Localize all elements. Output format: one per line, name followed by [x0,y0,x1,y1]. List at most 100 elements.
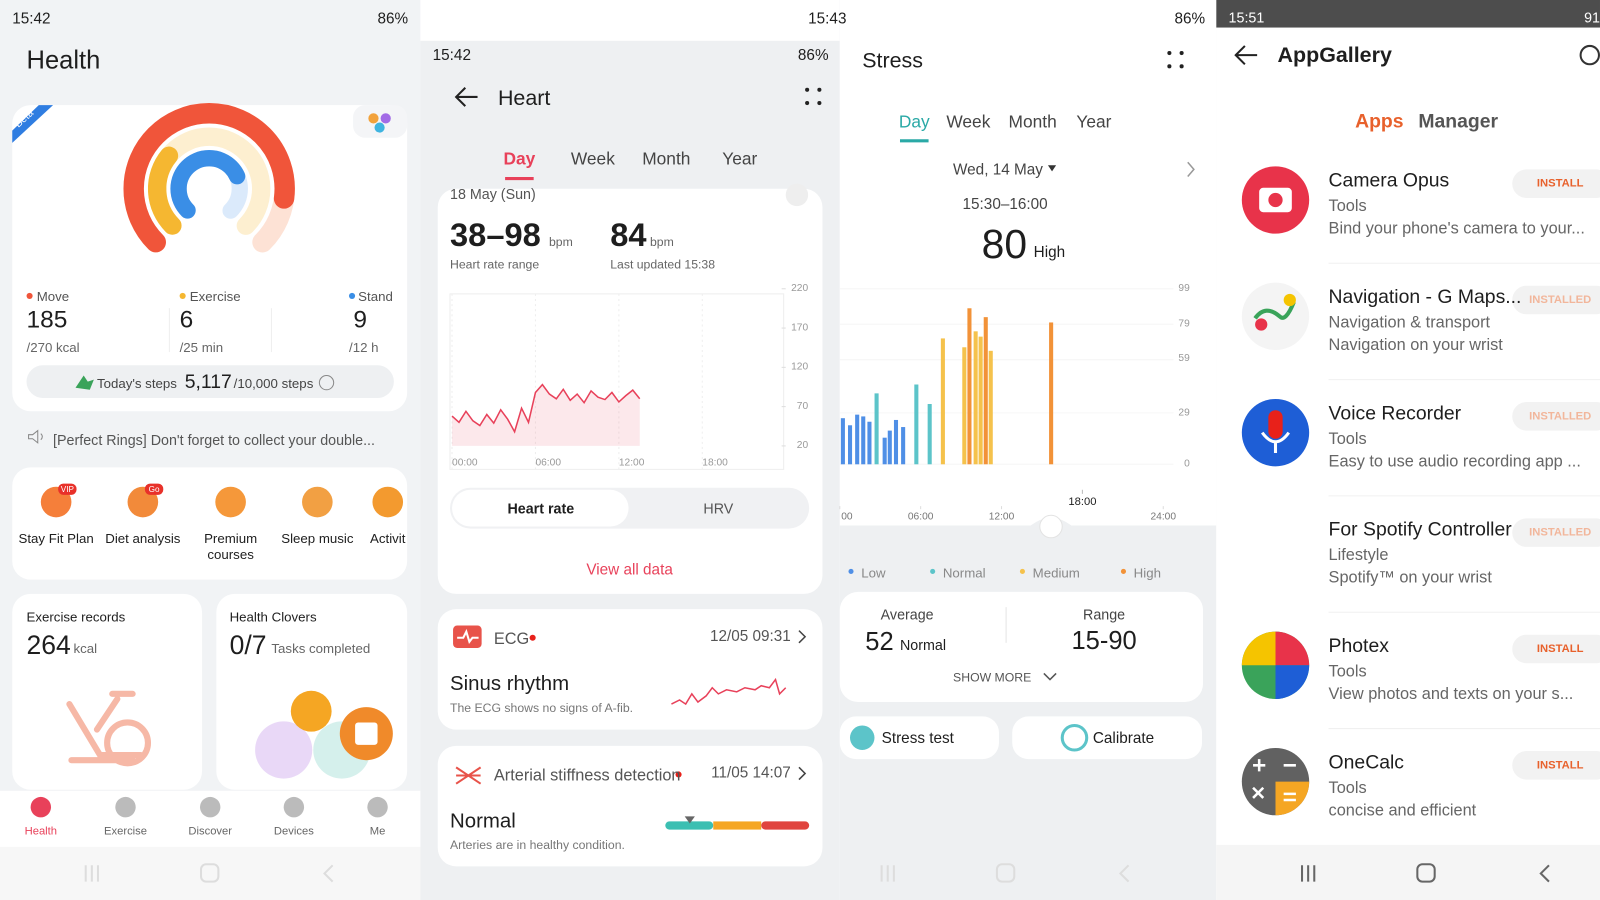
shortcut-label[interactable]: Stay Fit Plan [18,530,94,546]
nav-icon [283,796,305,818]
stress-test-button[interactable] [839,716,999,760]
install-button[interactable] [1512,518,1600,547]
back-arrow[interactable] [454,87,478,107]
nav-label[interactable]: Discover [188,824,233,838]
tab[interactable]: Week [570,148,615,168]
tab-active[interactable]: Apps [1355,111,1404,133]
install-label[interactable]: INSTALL [1536,642,1584,655]
steps-pill[interactable] [26,365,394,398]
install-label[interactable]: INSTALLED [1529,293,1592,306]
info-icon[interactable] [318,374,335,391]
shortcut-icon [372,486,404,518]
install-button[interactable] [1512,751,1600,780]
date[interactable]: 18 May (Sun) [449,185,536,203]
notice[interactable]: [Perfect Rings] Don't forget to collect … [53,431,375,448]
card-unit: Tasks completed [271,640,371,657]
date-dropdown[interactable] [1047,165,1057,172]
exercise-card[interactable] [12,593,203,790]
view-all-link[interactable]: View all data [586,561,673,579]
install-button[interactable] [1512,285,1600,315]
card-title: Arterial stiffness detection [493,767,681,785]
tab[interactable]: Day [503,148,536,168]
tab[interactable]: Day [898,111,930,132]
toggle-active[interactable] [452,489,629,527]
toggle-option[interactable]: Heart rate [507,499,575,517]
red-dot [675,771,682,778]
chevron[interactable] [798,630,807,644]
install-button[interactable] [1512,402,1600,431]
label: Heart rate range [449,257,540,272]
app-name[interactable]: Voice Recorder [1328,402,1462,424]
button-label[interactable]: Calibrate [1092,729,1155,747]
rings-card [12,105,408,412]
status-battery: 86% [1174,10,1206,28]
legend-dot [930,568,936,574]
tab[interactable]: Month [1008,111,1057,132]
app-category: Navigation & transport [1328,314,1491,332]
settings-icon[interactable] [1579,44,1600,66]
x-tick-label: 12:00 [988,511,1015,523]
x-tick-label: 24:00 [1150,511,1177,523]
nav-label[interactable]: Devices [273,824,314,838]
tab[interactable]: Year [1076,111,1112,132]
chevron-down[interactable] [1043,672,1057,681]
install-label[interactable]: INSTALL [1536,758,1584,771]
menu-dots[interactable] [805,87,822,106]
average-value: 52 [865,627,894,657]
nav-label[interactable]: Health [24,824,58,838]
scale-normal [665,821,714,830]
app-category: Tools [1328,779,1367,797]
clover-illustration [255,690,393,779]
app-name[interactable]: Photex [1328,635,1389,657]
install-button[interactable] [1512,634,1600,664]
badge-text: Go [148,484,160,494]
arterial-card[interactable] [437,745,823,867]
shortcut-label[interactable]: Premium courses [204,530,258,563]
install-label[interactable]: INSTALLED [1529,526,1592,539]
chevron[interactable] [798,766,807,781]
toggle-option[interactable]: HRV [703,499,734,517]
card-title: Exercise records [26,609,126,625]
tab[interactable]: Month [642,148,691,168]
show-more[interactable]: SHOW MORE [953,670,1032,685]
shortcut-label[interactable]: Diet analysis [105,530,181,546]
legend-label: Low [861,564,886,581]
back-arrow[interactable] [1234,45,1258,66]
button-label[interactable]: Stress test [881,729,954,747]
stat-dot [348,292,356,299]
slider-knob[interactable] [1039,514,1063,539]
tab[interactable]: Year [722,148,758,168]
shortcut-label[interactable]: Activit [370,530,406,546]
date[interactable]: Wed, 14 May [952,161,1043,179]
menu-dots[interactable] [1167,51,1184,69]
calibrate-button[interactable] [1012,716,1203,760]
install-label[interactable]: INSTALL [1536,177,1584,190]
app-name[interactable]: Navigation - G Maps... [1328,286,1522,308]
card-title: ECG [493,630,530,648]
speaker-icon [28,429,43,444]
app-name[interactable]: OneCalc [1328,751,1404,773]
steps-value: 5,117 [184,371,232,393]
rings-menu[interactable] [353,105,408,138]
expand-button[interactable] [785,183,809,207]
tab[interactable]: Week [946,111,991,132]
card-result: Normal [449,810,516,833]
shortcut-label[interactable]: Sleep music [281,530,354,546]
label: Average [880,606,934,623]
install-button[interactable] [1512,169,1600,198]
legend-label: Medium [1032,564,1080,581]
y-tick-label: 170 [791,321,809,334]
label: Last updated 15:38 [610,257,716,272]
nav-label[interactable]: Me [369,824,386,838]
scale-pointer [684,816,695,824]
app-name[interactable]: Camera Opus [1328,169,1450,192]
app-category: Tools [1328,430,1367,448]
app-name[interactable]: For Spotify Controller [1328,518,1512,541]
install-label[interactable]: INSTALLED [1529,409,1592,422]
stat-label: Move [36,288,70,304]
average-level: Normal [899,636,947,654]
next-arrow[interactable] [1187,161,1195,178]
nav-label[interactable]: Exercise [103,824,148,838]
tab[interactable]: Manager [1418,111,1499,133]
